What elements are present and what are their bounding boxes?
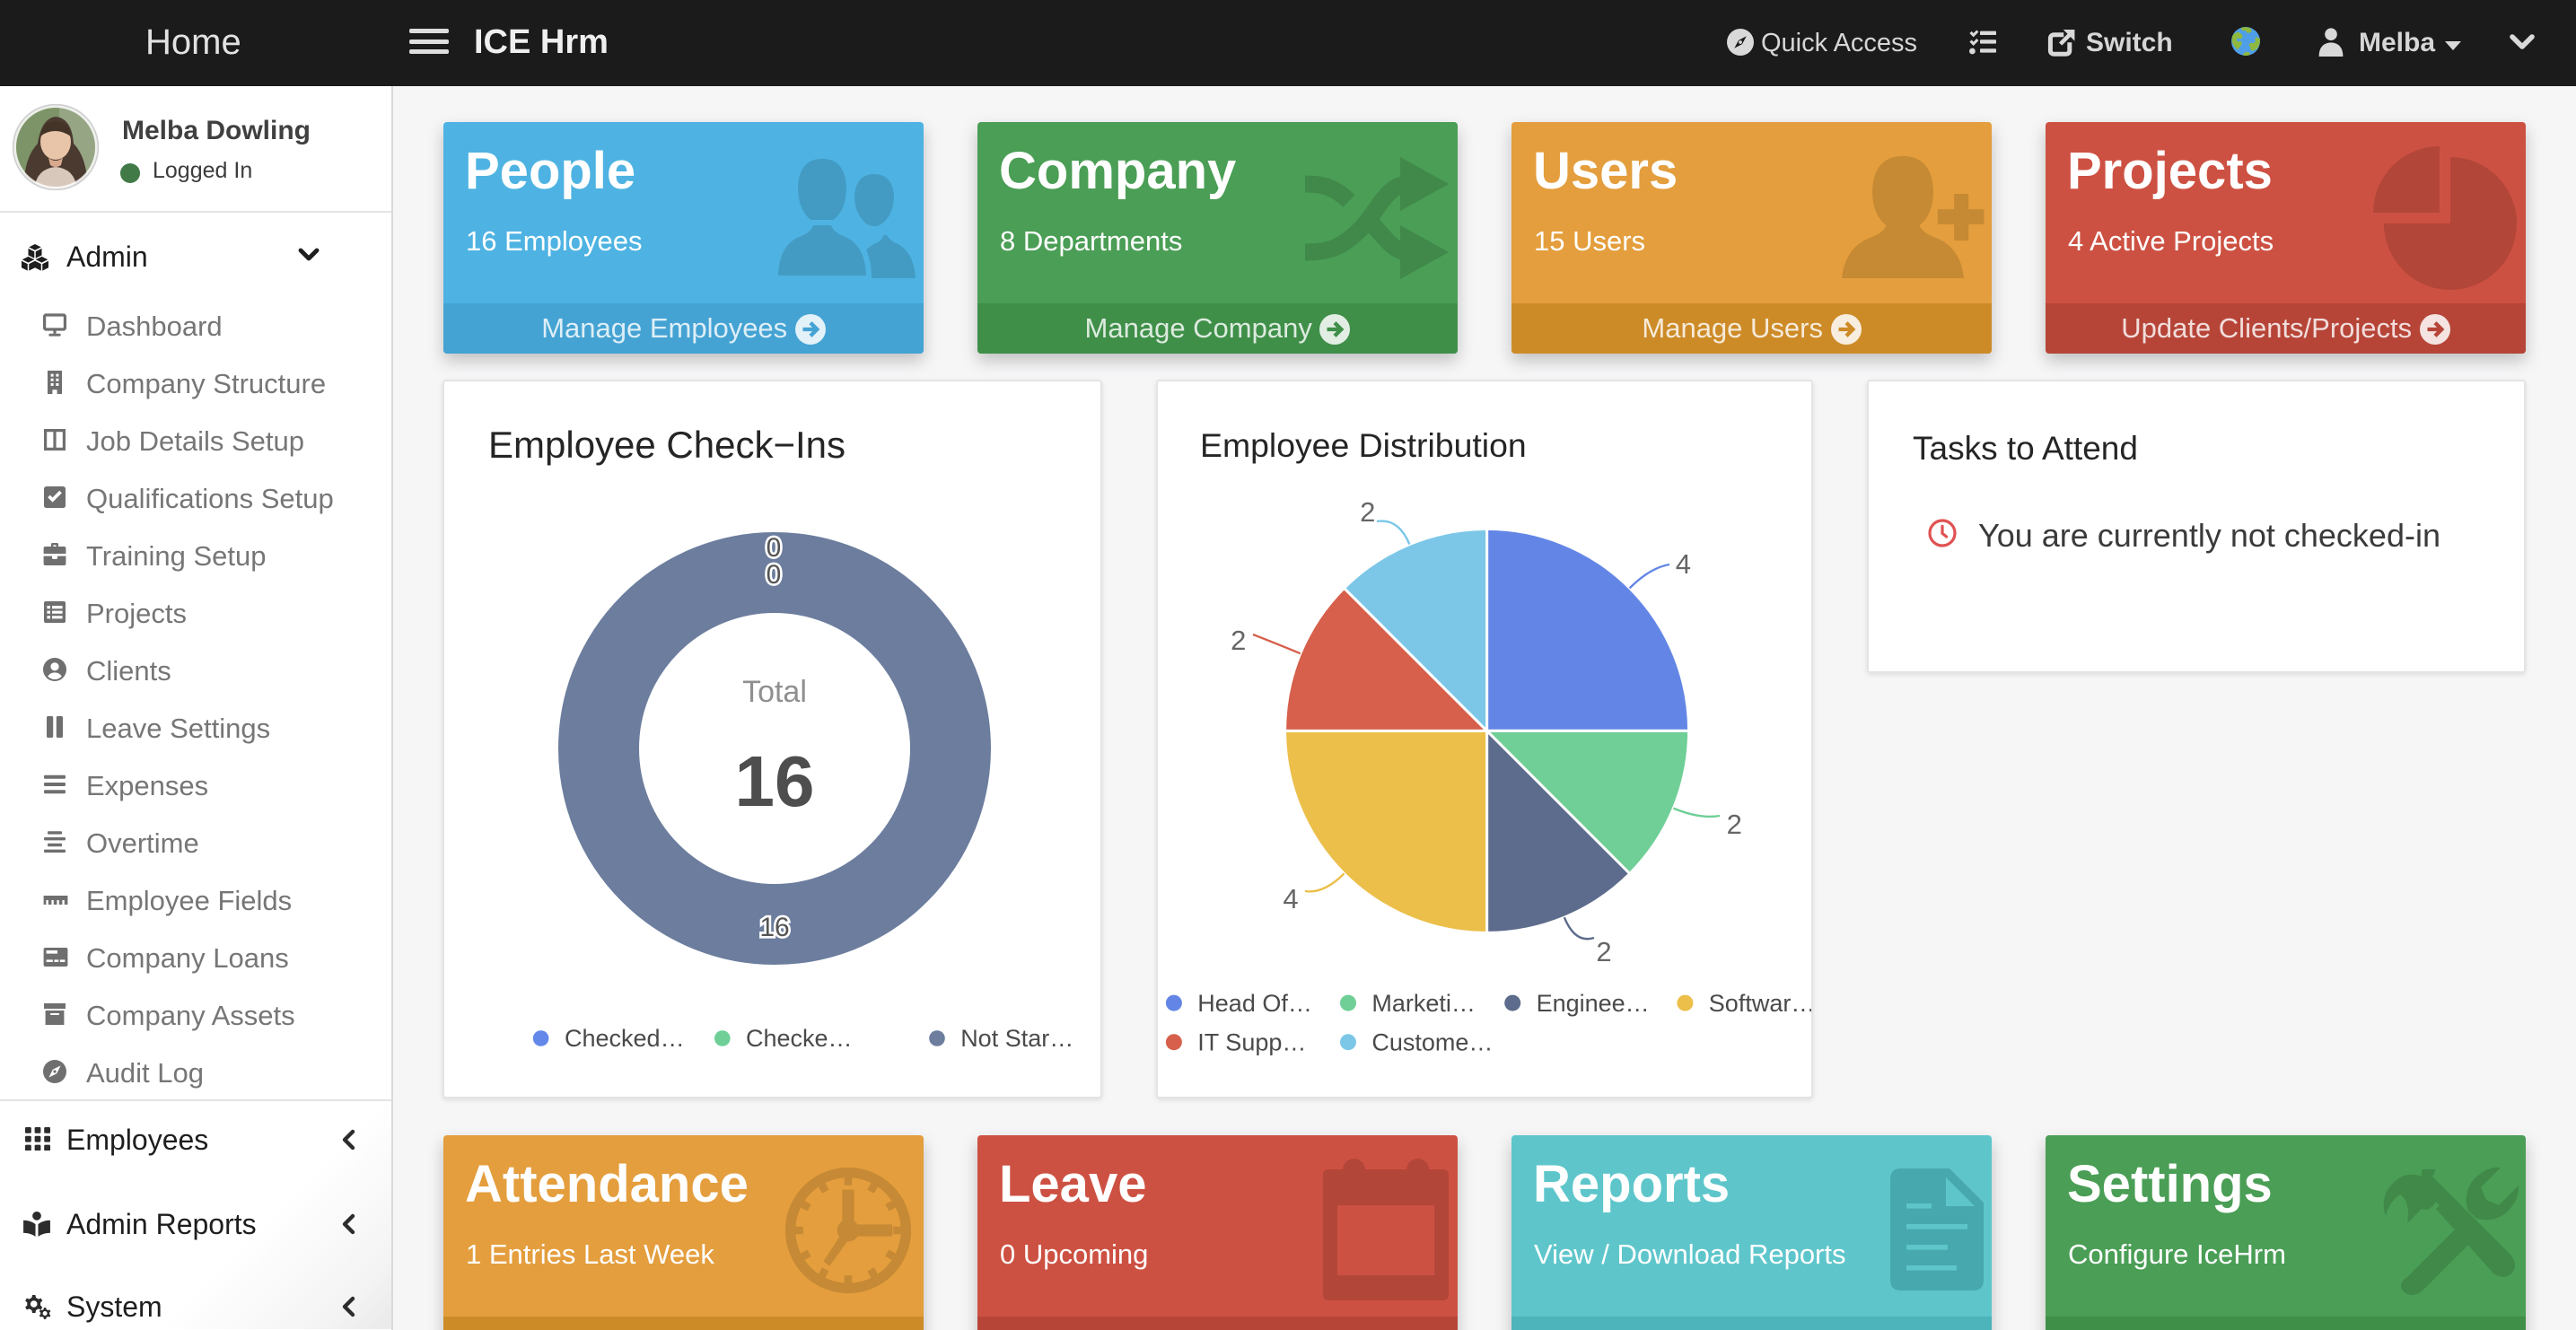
svg-text:16: 16	[735, 741, 815, 821]
svg-text:Checked…: Checked…	[565, 1025, 685, 1052]
svg-text:Not Star…: Not Star…	[960, 1025, 1073, 1052]
svg-text:Marketi…: Marketi…	[1371, 990, 1476, 1017]
svg-text:Softwar…: Softwar…	[1709, 990, 1811, 1017]
svg-text:Checke…: Checke…	[746, 1025, 853, 1052]
svg-text:IT Supp…: IT Supp…	[1197, 1029, 1306, 1056]
svg-text:2: 2	[1596, 936, 1611, 967]
svg-text:Total: Total	[742, 675, 807, 709]
svg-text:Enginee…: Enginee…	[1537, 990, 1650, 1017]
svg-text:0: 0	[767, 560, 782, 590]
svg-text:Custome…: Custome…	[1371, 1029, 1493, 1056]
svg-text:0: 0	[767, 533, 782, 563]
svg-text:2: 2	[1231, 625, 1246, 656]
svg-text:2: 2	[1360, 496, 1375, 528]
svg-text:16: 16	[759, 913, 789, 942]
svg-text:4: 4	[1283, 883, 1298, 914]
svg-text:2: 2	[1727, 809, 1742, 840]
svg-text:4: 4	[1676, 548, 1691, 580]
svg-text:Head Of…: Head Of…	[1197, 990, 1312, 1017]
